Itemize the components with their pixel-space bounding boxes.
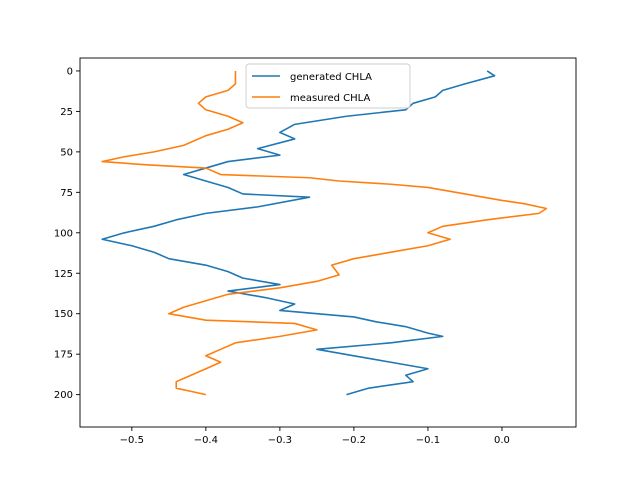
legend-box bbox=[245, 63, 411, 109]
y-tick-label: 0 bbox=[67, 66, 73, 77]
axes-frame bbox=[79, 57, 577, 428]
plot-area bbox=[101, 70, 548, 396]
x-tick-label: −0.1 bbox=[416, 435, 440, 446]
y-tick-label: 50 bbox=[60, 147, 73, 158]
legend-label-measured-chla: measured CHLA bbox=[290, 93, 370, 104]
series-line-measured-chla bbox=[101, 70, 548, 396]
y-tick-label: 125 bbox=[54, 269, 73, 280]
x-tick-label: 0.0 bbox=[494, 435, 510, 446]
y-tick-label: 75 bbox=[60, 188, 73, 199]
legend-label-generated-chla: generated CHLA bbox=[290, 72, 372, 83]
y-tick-label: 100 bbox=[54, 228, 73, 239]
series-line-generated-chla bbox=[101, 70, 496, 396]
y-tick-label: 150 bbox=[54, 309, 73, 320]
x-tick-label: −0.3 bbox=[268, 435, 292, 446]
axes: −0.5 −0.4 −0.3 −0.2 −0.1 0.0 0 25 50 75 100 125 150 1… bbox=[54, 57, 577, 446]
y-tick-label: 200 bbox=[54, 390, 73, 401]
y-tick-label: 175 bbox=[54, 350, 73, 361]
legend: generated CHLA measured CHLA bbox=[245, 63, 411, 109]
y-tick-label: 25 bbox=[60, 107, 73, 118]
x-tick-label: −0.2 bbox=[342, 435, 366, 446]
x-tick-label: −0.4 bbox=[194, 435, 218, 446]
x-tick-label: −0.5 bbox=[120, 435, 144, 446]
